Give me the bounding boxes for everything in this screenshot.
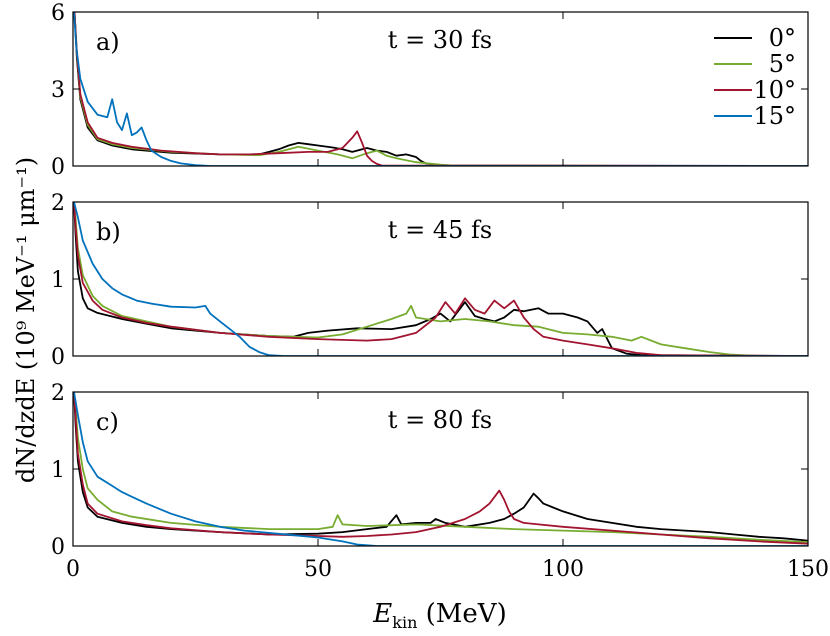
y-tick-label: 0 [51, 155, 65, 180]
x-axis-label-var: E [372, 599, 392, 629]
y-tick-label: 1 [51, 458, 65, 483]
series-line-10deg [73, 392, 808, 545]
panel-c: 0 1 2 0 50 100 150 c) t = 80 fs [51, 381, 829, 582]
series-line-15deg [73, 12, 808, 166]
series-line-0deg [73, 202, 808, 356]
y-axis-label: dN/dzdE (10⁹ MeV⁻¹ μm⁻¹) [12, 157, 40, 483]
x-tick-label: 0 [66, 557, 80, 582]
series-line-10deg [73, 12, 808, 166]
panel-label: b) [96, 218, 121, 246]
panel-label: a) [96, 28, 120, 56]
x-tick-label: 100 [542, 557, 584, 582]
svg-text:Ekin (MeV): Ekin (MeV) [372, 599, 506, 632]
series-line-5deg [73, 12, 808, 166]
y-tick-label: 6 [51, 1, 65, 26]
legend-label: 5° [769, 50, 796, 78]
x-axis-label: Ekin (MeV) [372, 599, 506, 632]
panel-b: 0 1 2 b) t = 45 fs [51, 191, 809, 370]
panel-a: 0 3 6 a) t = 30 fs [51, 1, 809, 180]
y-tick-label: 3 [51, 78, 65, 103]
y-tick-label: 2 [51, 381, 65, 406]
series-line-0deg [73, 392, 808, 542]
y-tick-label: 1 [51, 268, 65, 293]
x-axis-label-unit: (MeV) [426, 599, 507, 629]
x-tick-label: 50 [304, 557, 332, 582]
panel-label: c) [96, 408, 119, 436]
legend-label: 15° [753, 102, 796, 130]
panels-group: 0 3 6 a) t = 30 fs 0 1 2 b) t = 45 fs 0 1 2 0 50 100 150… [51, 1, 829, 582]
series-line-5deg [73, 202, 808, 356]
time-label: t = 80 fs [388, 406, 492, 434]
x-tick-label: 150 [787, 557, 829, 582]
series-line-15deg [73, 392, 808, 546]
time-label: t = 45 fs [388, 216, 492, 244]
series-line-0deg [73, 12, 808, 166]
series-line-15deg [73, 202, 808, 356]
legend-label: 10° [753, 76, 796, 104]
series-line-10deg [73, 202, 808, 356]
legend-label: 0° [769, 24, 796, 52]
legend: 0°5°10°15° [714, 24, 796, 130]
x-axis-label-sub: kin [392, 613, 417, 632]
time-label: t = 30 fs [388, 26, 492, 54]
y-tick-label: 0 [51, 345, 65, 370]
series-line-5deg [73, 392, 808, 543]
y-tick-label: 0 [51, 535, 65, 560]
y-tick-label: 2 [51, 191, 65, 216]
